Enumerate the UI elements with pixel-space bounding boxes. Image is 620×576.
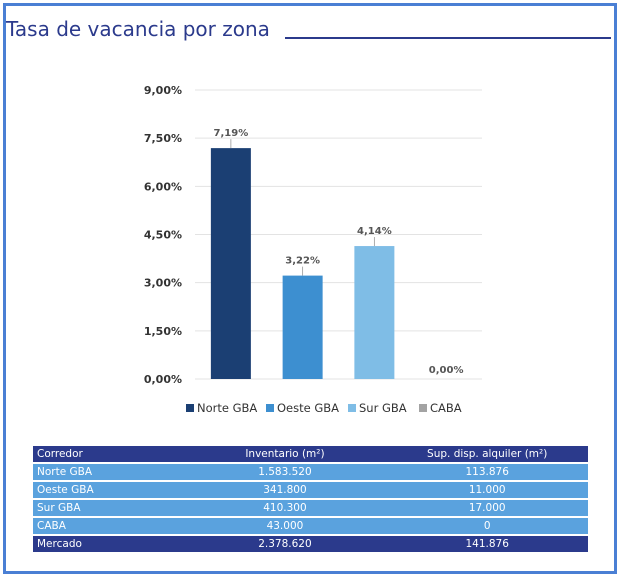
inventory-table: Corredor Inventario (m²) Sup. disp. alqu…	[33, 444, 588, 554]
table-row: Norte GBA 1.583.520 113.876	[33, 464, 588, 480]
legend-swatch	[186, 404, 194, 412]
cell-corredor: CABA	[37, 520, 66, 532]
table-row: CABA 43.000 0	[33, 518, 588, 534]
y-tick-label: 0,00%	[144, 373, 182, 386]
cell-superficie: 11.000	[468, 484, 506, 496]
column-header-superficie: Sup. disp. alquiler (m²)	[427, 448, 548, 460]
cell-inventario: 43.000	[266, 520, 304, 532]
cell-corredor: Norte GBA	[37, 466, 93, 478]
column-header-corredor: Corredor	[37, 448, 83, 460]
cell-corredor: Sur GBA	[37, 502, 81, 514]
bar	[282, 275, 323, 379]
data-label: 0,00%	[429, 365, 464, 376]
y-tick-label: 3,00%	[144, 277, 182, 290]
data-label: 4,14%	[357, 226, 392, 237]
y-tick-label: 9,00%	[144, 84, 182, 97]
legend-swatch	[266, 404, 274, 412]
table-row: Sur GBA 410.300 17.000	[33, 500, 588, 516]
legend-label: Sur GBA	[359, 401, 407, 415]
bar	[210, 148, 251, 379]
cell-corredor: Oeste GBA	[37, 484, 94, 496]
legend-swatch	[419, 404, 427, 412]
cell-inventario: 1.583.520	[258, 466, 312, 478]
cell-superficie: 113.876	[465, 466, 509, 478]
data-label: 7,19%	[214, 128, 249, 139]
column-header-inventario: Inventario (m²)	[245, 448, 325, 460]
cell-superficie: 17.000	[468, 502, 506, 514]
total-label: Mercado	[37, 538, 82, 550]
legend-label: Oeste GBA	[277, 401, 339, 415]
table-total-row: Mercado 2.378.620 141.876	[33, 536, 588, 552]
page-title: Tasa de vacancia por zona	[6, 17, 270, 41]
y-tick-label: 6,00%	[144, 180, 182, 193]
data-label: 3,22%	[285, 256, 320, 267]
total-inventario: 2.378.620	[258, 538, 312, 550]
cell-superficie: 0	[483, 520, 491, 532]
y-tick-label: 1,50%	[144, 325, 182, 338]
table-header-row: Corredor Inventario (m²) Sup. disp. alqu…	[33, 446, 588, 462]
total-superficie: 141.876	[465, 538, 509, 550]
vacancy-bar-chart: 0,00% 1,50% 3,00% 4,50% 6,00% 7,50% 9,00% 7,19%…	[144, 84, 482, 415]
bar	[354, 246, 395, 379]
legend-label: Norte GBA	[197, 401, 257, 415]
legend-label: CABA	[430, 401, 462, 415]
table-row: Oeste GBA 341.800 11.000	[33, 482, 588, 498]
y-tick-label: 7,50%	[144, 132, 182, 145]
title-underline	[285, 37, 611, 39]
y-tick-label: 4,50%	[144, 229, 182, 242]
legend-swatch	[348, 404, 356, 412]
cell-inventario: 341.800	[263, 484, 307, 496]
cell-inventario: 410.300	[263, 502, 307, 514]
